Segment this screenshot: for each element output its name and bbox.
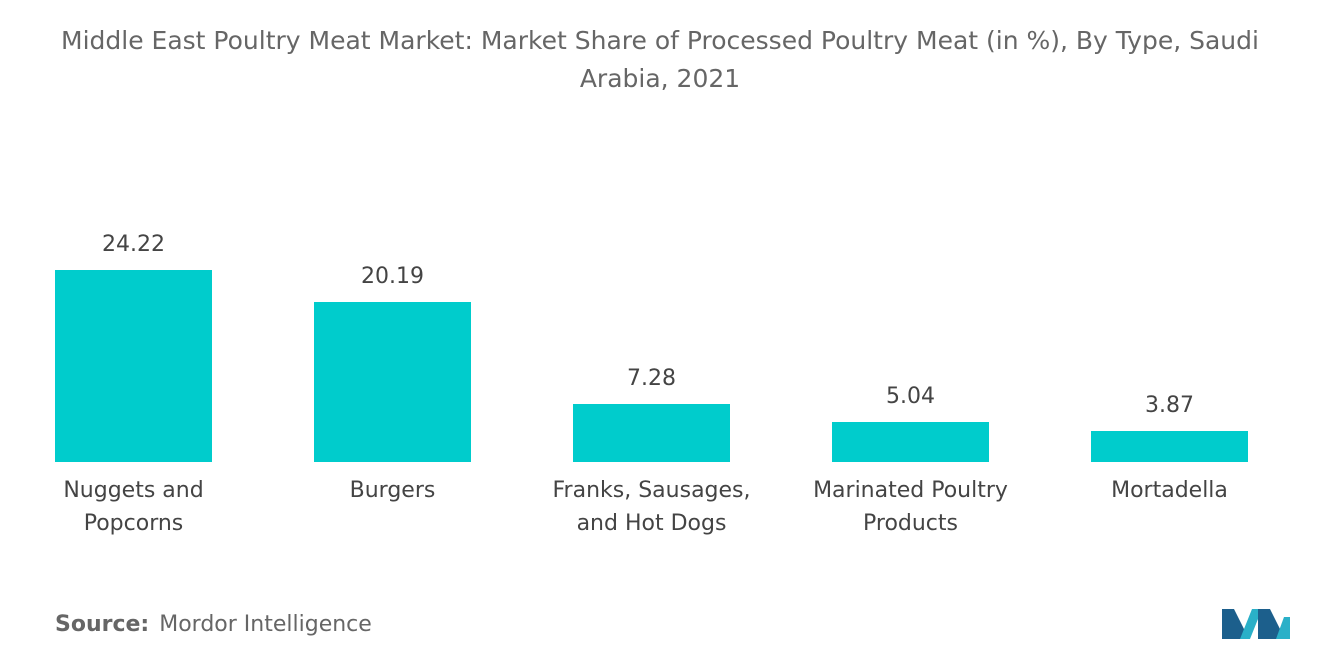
category-label: Nuggets and Popcorns bbox=[63, 478, 204, 536]
source-text: Mordor Intelligence bbox=[159, 612, 372, 637]
value-label: 24.22 bbox=[102, 232, 165, 257]
value-label: 3.87 bbox=[1145, 393, 1194, 419]
bar bbox=[55, 270, 212, 462]
value-label: 7.28 bbox=[627, 366, 676, 392]
source-label: Source: bbox=[55, 612, 150, 637]
bar bbox=[573, 404, 730, 462]
category-label: Marinated Poultry Products bbox=[813, 478, 1008, 536]
value-label: 5.04 bbox=[886, 384, 935, 410]
bar bbox=[832, 422, 989, 462]
source: Source: Mordor Intelligence bbox=[55, 612, 372, 637]
logo bbox=[1222, 609, 1290, 639]
chart-title: Middle East Poultry Meat Market: Market … bbox=[61, 26, 1259, 93]
bar bbox=[1091, 431, 1248, 462]
bar bbox=[314, 301, 471, 462]
category-label: Franks, Sausages, and Hot Dogs bbox=[552, 478, 751, 536]
category-label: Burgers bbox=[349, 478, 436, 503]
category-label: Mortadella bbox=[1111, 478, 1228, 503]
value-label: 20.19 bbox=[361, 263, 424, 289]
